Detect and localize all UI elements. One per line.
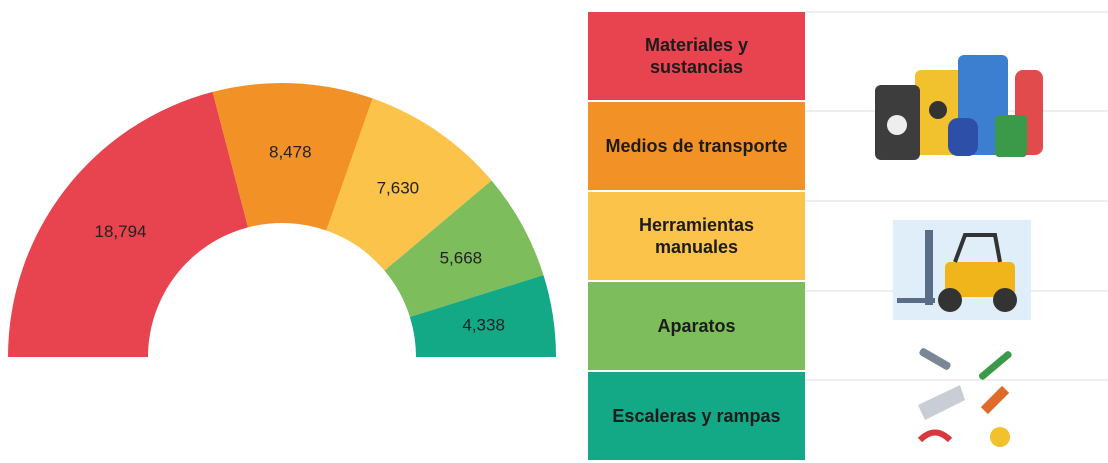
slice	[384, 180, 544, 317]
barrels-icon	[875, 55, 1043, 160]
slice-label: 7,630	[377, 179, 420, 198]
slice-label: 5,668	[440, 248, 483, 267]
legend-item: Aparatos	[588, 282, 805, 370]
forklift-icon	[893, 220, 1031, 320]
legend-label: Materiales y sustancias	[644, 35, 749, 77]
legend-item: Medios de transporte	[588, 102, 805, 190]
legend-label: Escaleras y rampas	[612, 406, 781, 426]
legend-label: Herramientas manuales	[638, 215, 755, 257]
legend-item: Herramientas manuales	[588, 192, 805, 280]
legend-label: Aparatos	[657, 316, 736, 336]
legend-label: Medios de transporte	[605, 136, 788, 156]
slice	[326, 98, 492, 271]
legend: Materiales y sustancias Medios de transpo…	[588, 12, 805, 462]
tools-icon	[917, 348, 1012, 447]
legend-item: Materiales y sustancias	[588, 12, 805, 100]
slice-label: 8,478	[269, 143, 312, 162]
slice	[409, 275, 556, 357]
slice-label: 4,338	[462, 316, 505, 335]
legend-item: Escaleras y rampas	[588, 372, 805, 460]
slice	[8, 91, 249, 358]
row-lines	[805, 11, 1108, 381]
slice	[212, 83, 373, 231]
slice-label: 18,794	[95, 222, 147, 241]
